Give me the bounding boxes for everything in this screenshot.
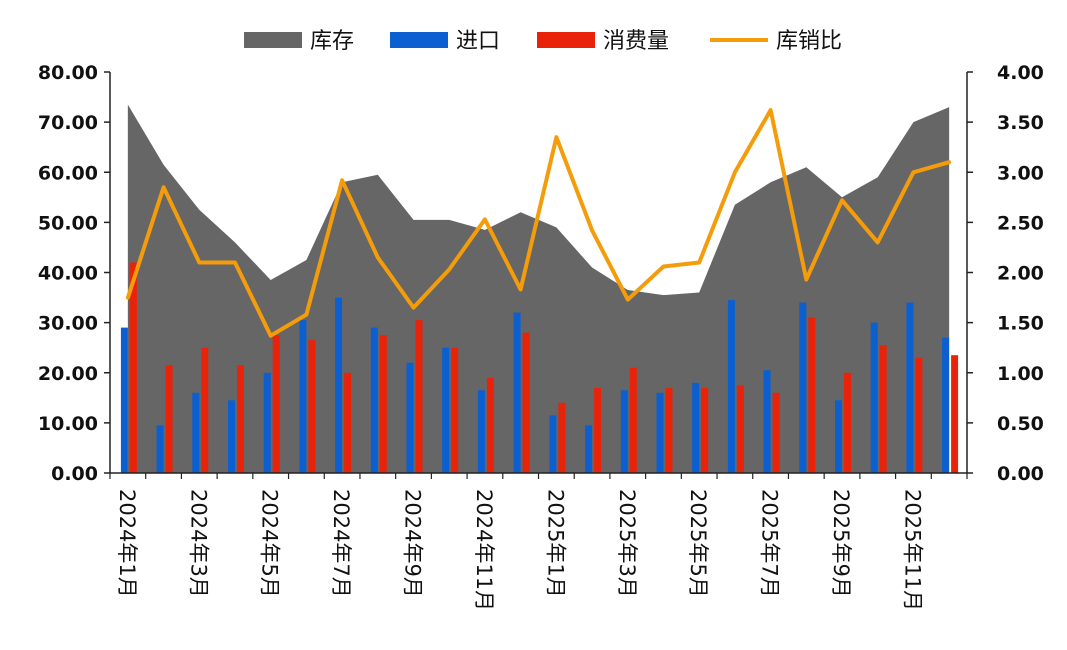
consumption-bar bbox=[129, 262, 137, 473]
legend-label: 进口 bbox=[456, 29, 500, 54]
consumption-bar bbox=[665, 387, 673, 473]
right-tick-label: 3.00 bbox=[997, 162, 1044, 184]
legend-swatch bbox=[537, 32, 595, 48]
import-bar bbox=[120, 327, 128, 473]
right-tick-label: 1.50 bbox=[997, 313, 1044, 335]
left-tick-label: 40.00 bbox=[38, 263, 98, 285]
import-bar bbox=[477, 390, 485, 473]
import-bar bbox=[192, 392, 200, 473]
import-bar bbox=[263, 372, 271, 474]
consumption-bar bbox=[772, 392, 780, 473]
consumption-bar bbox=[165, 365, 173, 473]
x-tick-label: 2025年11月 bbox=[900, 489, 924, 611]
right-tick-label: 2.00 bbox=[997, 263, 1044, 285]
consumption-bar bbox=[879, 345, 887, 473]
import-bar bbox=[906, 302, 914, 473]
legend-label: 库存 bbox=[310, 29, 354, 54]
right-tick-label: 1.00 bbox=[997, 363, 1044, 385]
x-tick-label: 2025年7月 bbox=[758, 489, 782, 598]
import-bar bbox=[656, 392, 664, 473]
x-tick-label: 2024年1月 bbox=[115, 489, 139, 598]
right-tick-label: 2.50 bbox=[997, 212, 1044, 234]
axis-layer bbox=[104, 71, 973, 479]
import-bar bbox=[513, 312, 521, 473]
x-tick-label: 2025年9月 bbox=[829, 489, 853, 598]
x-tick-label: 2024年7月 bbox=[329, 489, 353, 598]
left-tick-label: 70.00 bbox=[38, 112, 98, 134]
consumption-bar bbox=[379, 335, 387, 473]
label-layer: 0.00 10.00 20.00 30.00 40.00 50.00 60.00 70.00 8… bbox=[38, 62, 1044, 611]
import-bar bbox=[799, 302, 807, 473]
import-bar bbox=[156, 425, 164, 473]
x-tick-label: 2024年9月 bbox=[401, 489, 425, 598]
consumption-bar bbox=[736, 385, 744, 473]
consumption-bar bbox=[701, 387, 709, 473]
consumption-bar bbox=[237, 365, 244, 473]
import-bar bbox=[692, 382, 700, 473]
import-bar bbox=[335, 297, 343, 473]
left-tick-label: 10.00 bbox=[38, 413, 98, 435]
import-bar bbox=[549, 415, 557, 473]
area-layer bbox=[127, 104, 950, 473]
legend-label: 消费量 bbox=[603, 29, 669, 54]
consumption-bar bbox=[808, 317, 816, 473]
left-tick-label: 0.00 bbox=[51, 463, 98, 485]
consumption-bar bbox=[451, 347, 459, 473]
consumption-bar bbox=[415, 320, 423, 473]
right-tick-label: 0.00 bbox=[997, 463, 1044, 485]
import-bar bbox=[620, 390, 628, 473]
legend-label: 库销比 bbox=[776, 29, 842, 54]
x-tick-label: 2024年3月 bbox=[186, 489, 210, 598]
consumption-bar bbox=[344, 372, 352, 474]
left-tick-label: 30.00 bbox=[38, 313, 98, 335]
right-tick-label: 3.50 bbox=[997, 112, 1044, 134]
import-bar bbox=[870, 322, 878, 473]
consumption-bar bbox=[201, 347, 209, 473]
import-bar bbox=[585, 425, 593, 473]
consumption-bar bbox=[558, 402, 566, 473]
inventory-area bbox=[127, 104, 950, 473]
import-bar bbox=[942, 337, 950, 473]
legend: 库存 进口 消费量 库销比 bbox=[244, 29, 842, 54]
import-bar bbox=[442, 347, 450, 473]
import-bar bbox=[835, 400, 842, 473]
import-bar bbox=[727, 300, 735, 473]
consumption-bar bbox=[522, 332, 530, 473]
consumption-bar bbox=[272, 335, 280, 473]
x-tick-label: 2024年5月 bbox=[258, 489, 282, 598]
import-bar bbox=[763, 370, 771, 473]
left-tick-label: 20.00 bbox=[38, 363, 98, 385]
consumption-bar bbox=[844, 372, 851, 474]
left-tick-label: 50.00 bbox=[38, 212, 98, 234]
consumption-bar bbox=[308, 340, 316, 473]
consumption-bar bbox=[486, 377, 494, 473]
legend-swatch bbox=[390, 32, 448, 48]
right-tick-label: 4.00 bbox=[997, 62, 1044, 84]
x-tick-label: 2025年5月 bbox=[686, 489, 710, 598]
import-bar bbox=[228, 400, 235, 473]
consumption-bar bbox=[951, 355, 959, 473]
import-bar bbox=[299, 320, 307, 473]
left-tick-label: 80.00 bbox=[38, 62, 98, 84]
ratio-line bbox=[125, 108, 952, 338]
import-bar bbox=[406, 362, 414, 473]
left-tick-label: 60.00 bbox=[38, 162, 98, 184]
right-tick-label: 0.50 bbox=[997, 413, 1044, 435]
bar-layer bbox=[120, 262, 959, 474]
x-tick-label: 2025年3月 bbox=[615, 489, 639, 598]
consumption-bar bbox=[915, 357, 923, 473]
x-tick-label: 2025年1月 bbox=[543, 489, 567, 598]
consumption-bar bbox=[629, 367, 637, 473]
consumption-bar bbox=[594, 387, 602, 473]
x-tick-label: 2024年11月 bbox=[472, 489, 496, 611]
line-layer bbox=[125, 108, 952, 338]
import-bar bbox=[370, 327, 378, 473]
legend-swatch bbox=[244, 32, 302, 48]
